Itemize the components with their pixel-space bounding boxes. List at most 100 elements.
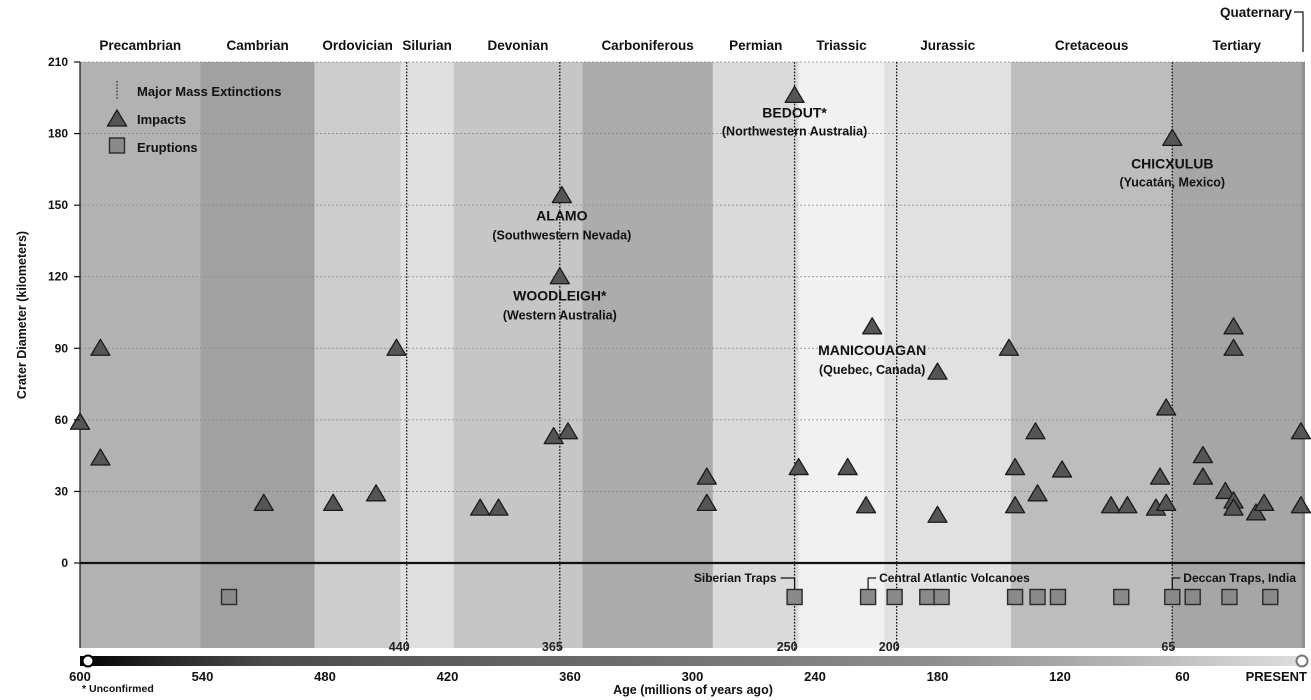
impact-marker xyxy=(1051,460,1073,478)
impact-marker xyxy=(1245,503,1267,521)
annotation-location: (Southwestern Nevada) xyxy=(492,229,631,243)
impact-marker xyxy=(1290,422,1311,440)
period-label: Cambrian xyxy=(226,38,288,53)
y-axis-title: Crater Diameter (kilometers) xyxy=(15,231,29,399)
x-tick-label: PRESENT xyxy=(1246,669,1307,684)
x-tick-label: 540 xyxy=(192,669,214,684)
quaternary-bracket xyxy=(1294,11,1304,52)
eruption-marker xyxy=(1184,588,1201,606)
x-tick-label: 420 xyxy=(437,669,459,684)
eruption-marker xyxy=(1164,588,1181,606)
impact-marker xyxy=(323,493,344,512)
impact-marker xyxy=(1223,317,1244,335)
impact-marker xyxy=(1223,498,1244,516)
eruption-markers: Siberian Traps Central Atlantic Volcanoes… xyxy=(220,571,1296,606)
annotation-name: BEDOUT* xyxy=(762,104,827,120)
eruption-marker xyxy=(786,588,803,606)
impact-marker xyxy=(69,412,91,430)
impact-marker xyxy=(1223,338,1244,356)
eruption-label: Deccan Traps, India xyxy=(1183,571,1296,585)
eruption-label: Siberian Traps xyxy=(694,571,777,585)
x-tick-label: 240 xyxy=(804,669,826,684)
impact-markers xyxy=(69,85,1311,523)
impact-marker xyxy=(927,505,948,523)
legend-eruption-swatch xyxy=(108,137,126,154)
impact-marker xyxy=(855,496,877,514)
impact-marker xyxy=(365,484,387,502)
annotation-location: (Quebec, Canada) xyxy=(819,363,925,377)
impact-marker xyxy=(998,338,1020,356)
period-label: Ordovician xyxy=(322,38,393,53)
eruption-marker xyxy=(919,588,936,606)
x-tick-label: 600 xyxy=(69,669,91,684)
period-band xyxy=(712,62,799,648)
impact-marker xyxy=(1162,128,1183,146)
impact-marker xyxy=(386,338,407,356)
impact-marker xyxy=(543,426,564,445)
eruption-marker xyxy=(1029,588,1046,606)
y-tick-label: 60 xyxy=(55,413,69,427)
annotation-name: ALAMO xyxy=(536,208,587,224)
impact-marker xyxy=(470,498,491,516)
timebar-end-dot xyxy=(1295,654,1309,668)
x-axis-title: Age (millions of years ago) xyxy=(613,683,773,697)
impact-marker xyxy=(90,338,111,356)
impact-marker xyxy=(1004,496,1026,514)
annotation-location: (Yucatán, Mexico) xyxy=(1119,175,1225,189)
impact-marker xyxy=(551,185,572,204)
impact-marker xyxy=(862,317,883,335)
impact-marker xyxy=(1192,467,1214,485)
impact-marker xyxy=(1254,493,1275,512)
extinction-label: 65 xyxy=(1161,640,1175,654)
impact-marker xyxy=(1156,398,1177,416)
eruption-marker xyxy=(1221,588,1238,606)
eruption-marker xyxy=(859,588,877,606)
footnote: * Unconfirmed xyxy=(82,683,154,695)
y-tick-label: 90 xyxy=(55,341,69,355)
period-label: Cretaceous xyxy=(1055,38,1129,53)
impact-marker xyxy=(549,267,570,285)
eruption-callout-line xyxy=(1171,577,1181,589)
extinction-label: 440 xyxy=(389,640,410,654)
y-tick-label: 180 xyxy=(48,127,68,141)
eruption-label: Central Atlantic Volcanoes xyxy=(879,571,1030,585)
impact-marker xyxy=(1149,467,1171,485)
extinction-label: 365 xyxy=(542,640,563,654)
period-band xyxy=(200,62,315,648)
time-bar xyxy=(80,654,1309,668)
impact-marker xyxy=(1215,481,1236,500)
x-tick-label: 120 xyxy=(1049,669,1071,684)
impact-marker xyxy=(1100,496,1122,514)
crater-annotations: BEDOUT* (Northwestern Australia) ALAMO (Sou… xyxy=(492,104,1225,376)
y-tick-label: 210 xyxy=(48,55,68,69)
impact-marker xyxy=(927,362,948,380)
eruption-marker xyxy=(886,588,903,606)
period-label: Permian xyxy=(729,38,782,53)
x-tick-label: 300 xyxy=(682,669,704,684)
legend-impact-label: Impacts xyxy=(137,112,186,127)
eruption-marker xyxy=(933,588,950,606)
eruption-callout-line xyxy=(867,577,877,589)
impact-marker xyxy=(253,493,274,512)
period-label: Triassic xyxy=(816,38,867,53)
x-tick-label: 360 xyxy=(559,669,581,684)
extinction-lines: 440 365 250 200 65 xyxy=(389,62,1175,654)
extinction-label: 200 xyxy=(879,640,900,654)
eruption-marker xyxy=(1113,588,1130,606)
impact-marker xyxy=(784,85,805,104)
timebar-fill xyxy=(80,656,1305,666)
impact-marker xyxy=(1156,493,1177,512)
extinction-label: 250 xyxy=(777,640,798,654)
period-band xyxy=(582,62,713,648)
period-label: Silurian xyxy=(402,38,452,53)
impact-marker xyxy=(488,498,509,516)
period-band xyxy=(400,62,454,648)
impact-marker xyxy=(1027,484,1048,502)
eruption-marker xyxy=(1006,588,1024,606)
annotation-name: MANICOUAGAN xyxy=(818,342,926,358)
legend: Major Mass Extinctions Impacts Eruptions xyxy=(106,81,281,155)
eruption-marker xyxy=(1262,588,1279,606)
eruption-callout-line xyxy=(780,577,796,589)
impact-marker xyxy=(1025,422,1046,440)
period-band xyxy=(798,62,885,648)
